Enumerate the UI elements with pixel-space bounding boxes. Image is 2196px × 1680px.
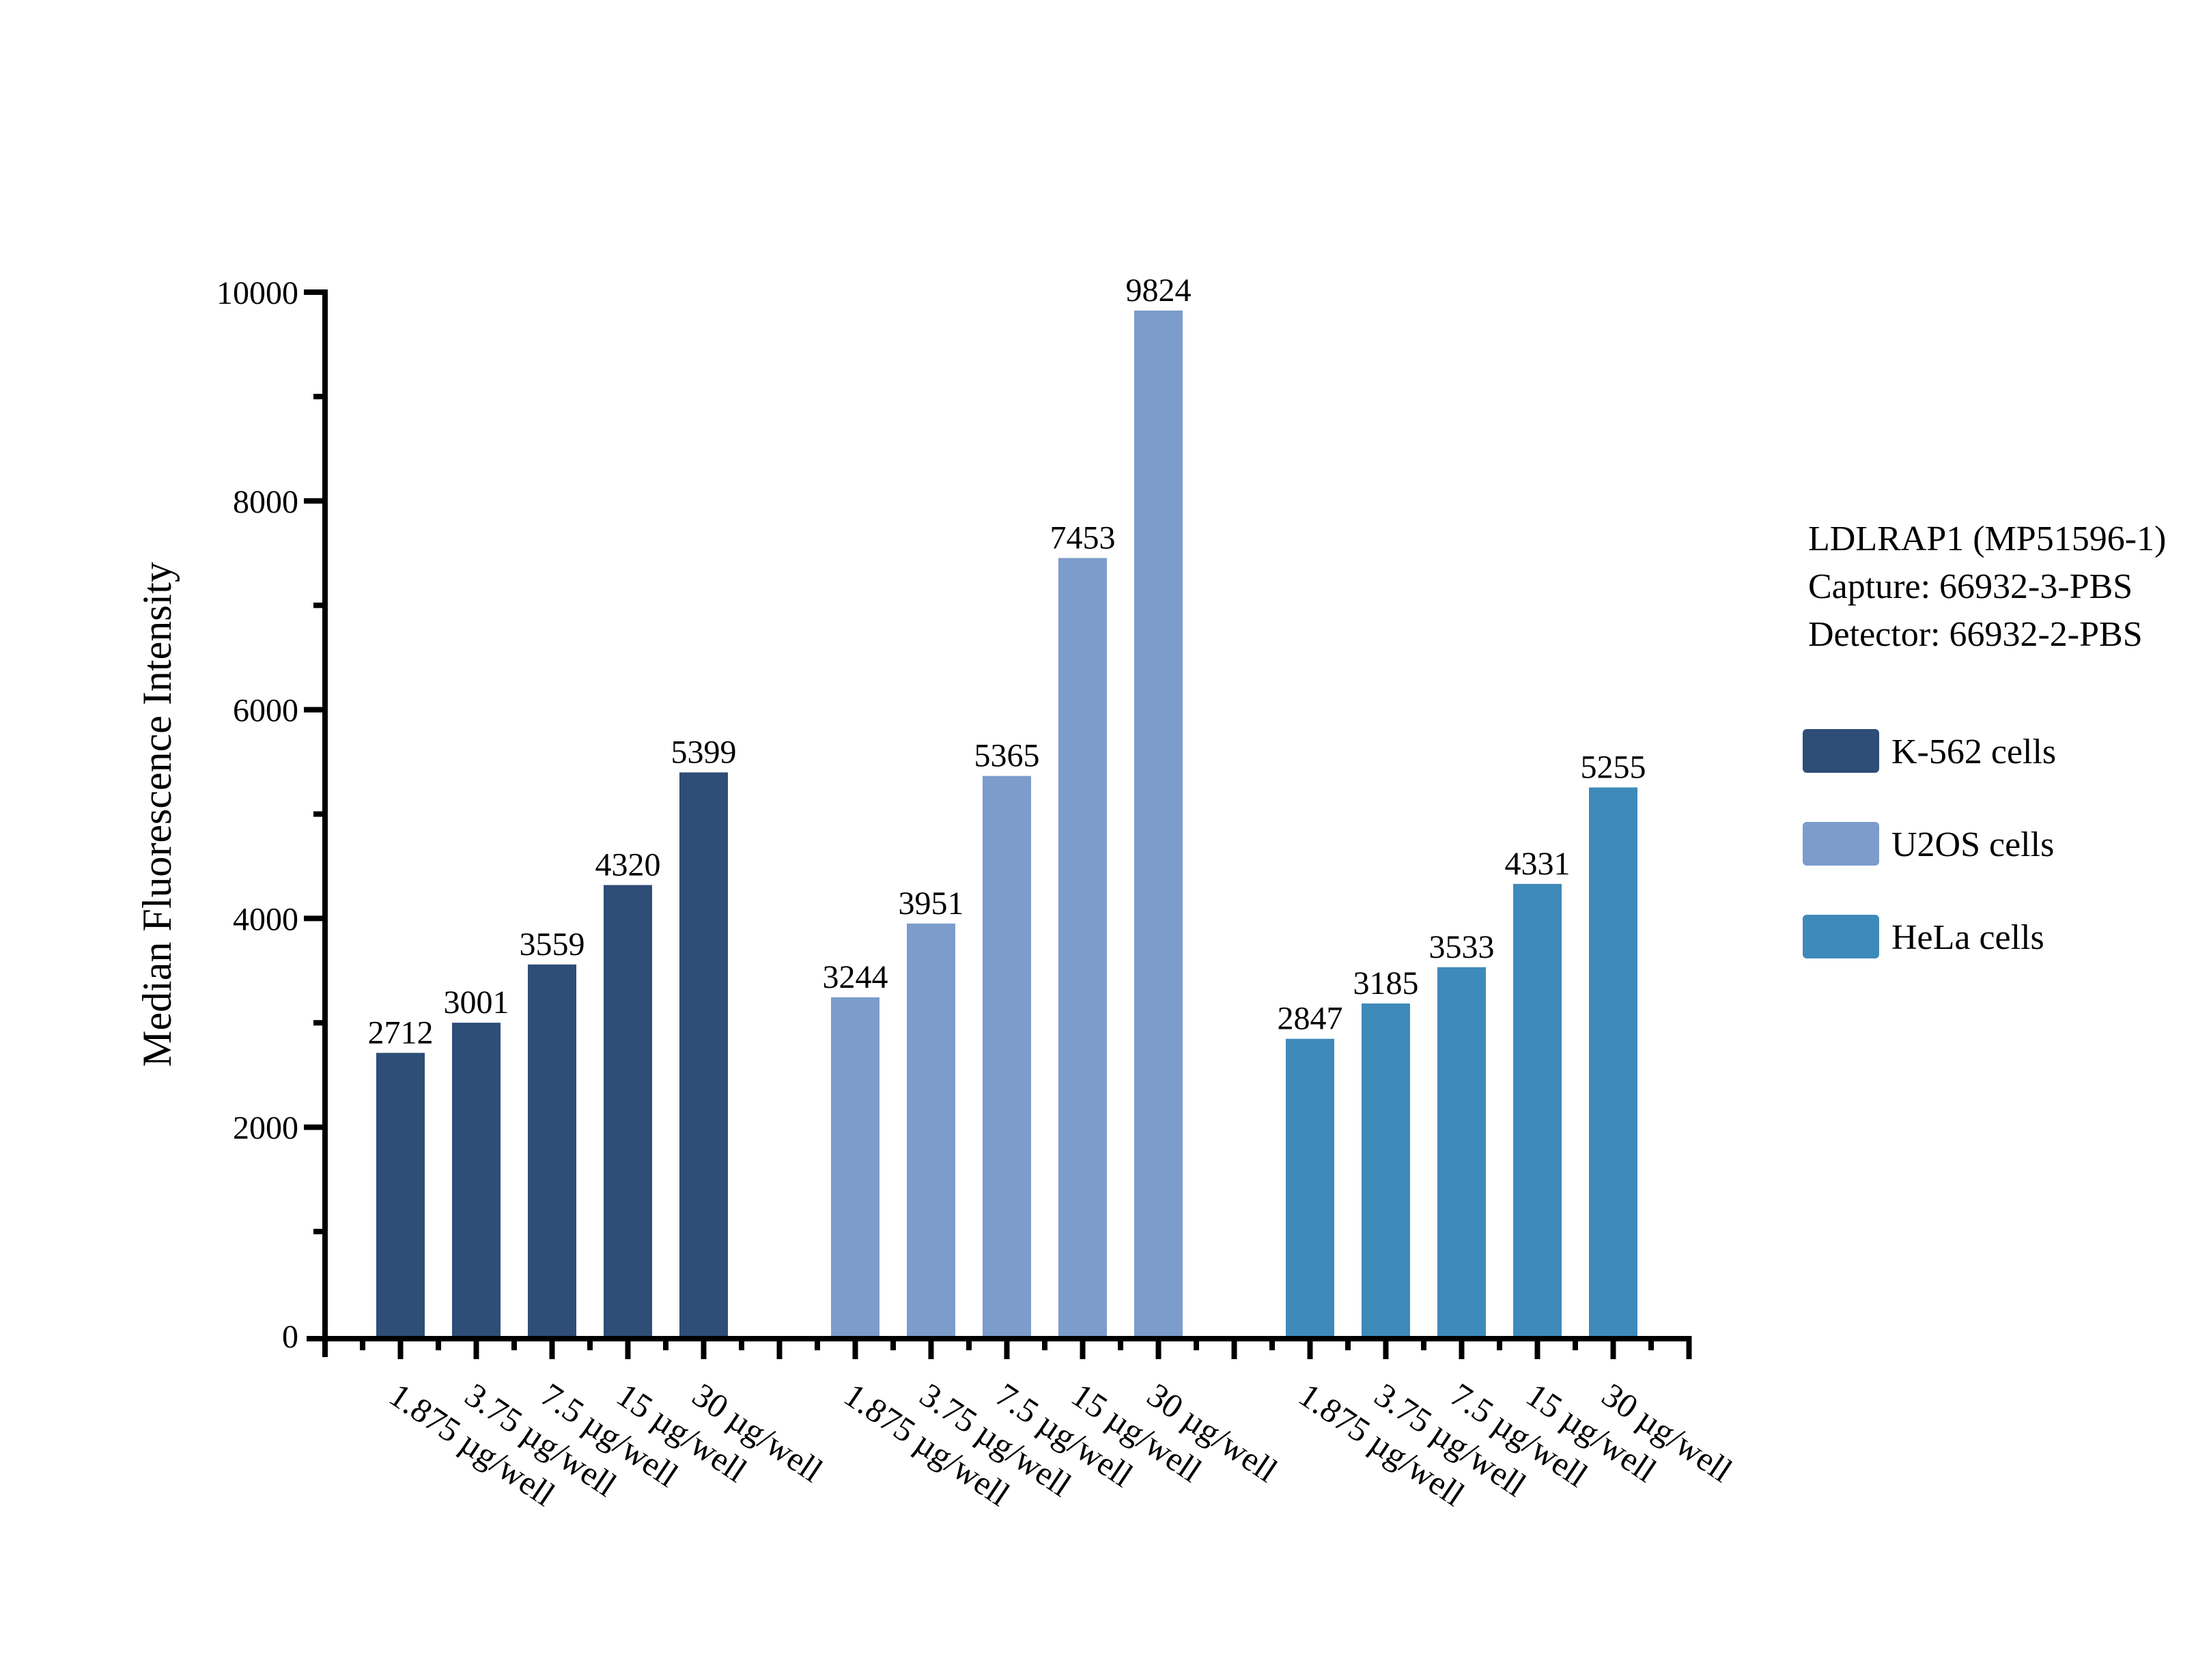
bar xyxy=(528,964,576,1336)
annotation-line-2: Capture: 66932-3-PBS xyxy=(1808,567,2132,606)
bar-value-label: 3244 xyxy=(823,959,888,995)
bar-value-label: 5255 xyxy=(1581,750,1646,786)
bar xyxy=(1286,1038,1334,1336)
y-tick-label: 6000 xyxy=(233,693,298,729)
y-axis-line xyxy=(322,289,328,1357)
bar xyxy=(907,923,955,1336)
annotation-block: LDLRAP1 (MP51596-1) Capture: 66932-3-PBS… xyxy=(1808,519,2166,654)
legend-label-k562: K-562 cells xyxy=(1891,732,2056,771)
bar-value-label: 3533 xyxy=(1429,929,1495,965)
bar-value-label: 3001 xyxy=(444,984,509,1021)
legend: K-562 cells U2OS cells HeLa cells xyxy=(1803,729,2056,958)
bar-value-label: 2847 xyxy=(1278,1001,1343,1037)
x-axis-line xyxy=(307,1336,1692,1341)
bar-value-label: 4331 xyxy=(1505,846,1571,882)
value-labels-layer: 2712 3001 3559 4320 5399 3244 3951 5365 7453 9824… xyxy=(368,272,1646,1051)
y-tick-label: 8000 xyxy=(233,484,298,520)
bar xyxy=(452,1023,501,1336)
legend-label-u2os: U2OS cells xyxy=(1891,825,2054,864)
legend-label-hela: HeLa cells xyxy=(1891,918,2044,957)
bar-value-label: 3185 xyxy=(1353,965,1419,1001)
bar-value-label: 2712 xyxy=(368,1014,434,1051)
y-tick-labels-layer: 0 2000 4000 6000 8000 10000 xyxy=(216,275,298,1355)
legend-swatch-hela xyxy=(1803,915,1879,958)
y-tick-label: 2000 xyxy=(233,1110,298,1146)
axes-layer xyxy=(304,289,1692,1359)
bar xyxy=(1513,883,1562,1336)
y-tick-label: 10000 xyxy=(216,275,298,311)
y-tick-label: 0 xyxy=(282,1319,298,1355)
bar xyxy=(1058,558,1107,1336)
bar xyxy=(1437,967,1486,1336)
annotation-line-3: Detector: 66932-2-PBS xyxy=(1808,615,2143,654)
bar xyxy=(604,885,652,1336)
y-tick-label: 4000 xyxy=(233,901,298,937)
legend-swatch-u2os xyxy=(1803,822,1879,866)
bar xyxy=(1589,787,1637,1336)
bar xyxy=(376,1053,425,1336)
annotation-line-1: LDLRAP1 (MP51596-1) xyxy=(1808,519,2166,558)
y-axis-title: Median Fluorescence Intensity xyxy=(135,562,180,1067)
bars-layer xyxy=(376,310,1637,1336)
bar-value-label: 3951 xyxy=(899,885,964,922)
bar-value-label: 5365 xyxy=(974,738,1040,774)
bar xyxy=(679,772,728,1336)
bar xyxy=(1134,310,1183,1336)
bar xyxy=(983,775,1031,1336)
bar-value-label: 9824 xyxy=(1126,272,1192,309)
bar-value-label: 5399 xyxy=(671,734,737,770)
bar xyxy=(831,997,879,1336)
bar xyxy=(1362,1003,1410,1336)
bar-value-label: 3559 xyxy=(520,926,585,963)
bar-value-label: 4320 xyxy=(595,846,661,883)
legend-swatch-k562 xyxy=(1803,729,1879,773)
bar-value-label: 7453 xyxy=(1050,519,1116,556)
